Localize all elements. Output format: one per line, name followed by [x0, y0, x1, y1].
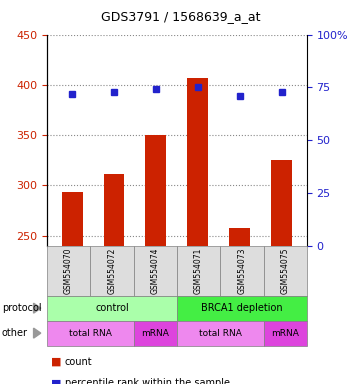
Text: ■: ■: [51, 378, 61, 384]
Text: GDS3791 / 1568639_a_at: GDS3791 / 1568639_a_at: [101, 10, 260, 23]
Bar: [145, 135, 166, 246]
Text: ■: ■: [51, 357, 61, 367]
Text: GSM554071: GSM554071: [194, 248, 203, 294]
Bar: [271, 160, 292, 246]
Text: protocol: protocol: [2, 303, 42, 313]
Bar: [187, 78, 208, 246]
Text: GSM554074: GSM554074: [151, 247, 160, 294]
Text: percentile rank within the sample: percentile rank within the sample: [65, 378, 230, 384]
Text: mRNA: mRNA: [141, 329, 169, 338]
Text: count: count: [65, 357, 93, 367]
Text: control: control: [95, 303, 129, 313]
Text: total RNA: total RNA: [69, 329, 112, 338]
Text: mRNA: mRNA: [271, 329, 299, 338]
Bar: [229, 228, 250, 246]
Bar: [62, 192, 83, 246]
Text: GSM554070: GSM554070: [64, 247, 73, 294]
Text: other: other: [2, 328, 28, 338]
Text: total RNA: total RNA: [199, 329, 242, 338]
Text: GSM554073: GSM554073: [238, 247, 246, 294]
Text: BRCA1 depletion: BRCA1 depletion: [201, 303, 283, 313]
Text: GSM554072: GSM554072: [108, 248, 116, 294]
Bar: [104, 174, 125, 246]
Text: GSM554075: GSM554075: [281, 247, 290, 294]
